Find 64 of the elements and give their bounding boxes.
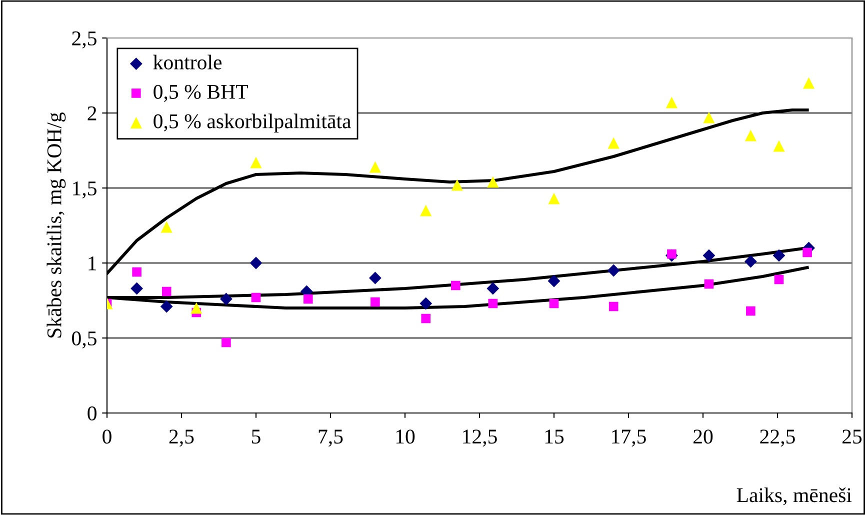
- point: [222, 338, 231, 348]
- point: [802, 248, 812, 258]
- point: [802, 77, 815, 89]
- point: [132, 267, 142, 277]
- y-tick-label: 0,5: [72, 331, 96, 348]
- point: [548, 274, 560, 288]
- point: [420, 204, 432, 216]
- x-tick-label: 0: [102, 430, 112, 444]
- point: [667, 249, 676, 259]
- x-tick-label: 15: [545, 430, 564, 444]
- y-tick-label: 2,5: [72, 31, 96, 48]
- point: [548, 192, 560, 204]
- point: [250, 256, 262, 270]
- point: [702, 249, 716, 262]
- point: [772, 249, 786, 262]
- point: [704, 279, 714, 289]
- x-tick-label: 7,5: [318, 430, 343, 447]
- x-tick-label: 22,5: [760, 430, 795, 447]
- point: [420, 297, 432, 310]
- point: [746, 306, 756, 316]
- point: [368, 272, 382, 284]
- point: [487, 176, 499, 188]
- point: [744, 255, 757, 268]
- y-tick-label: 2: [88, 106, 96, 120]
- x-tick-label: 12,5: [463, 430, 497, 447]
- point: [666, 96, 678, 108]
- point: [774, 274, 784, 284]
- point: [421, 314, 431, 324]
- x-tick-label: 25: [842, 430, 862, 444]
- y-axis-title: Skābes skaitlis, mg KOH/g: [46, 112, 66, 338]
- legend-label: kontrole: [153, 54, 222, 70]
- point: [370, 297, 380, 307]
- x-axis-title: Laiks, mēneši: [736, 488, 852, 506]
- point: [250, 156, 262, 168]
- x-tick-label: 2,5: [169, 430, 194, 447]
- point: [190, 302, 202, 314]
- point: [608, 302, 618, 312]
- point: [486, 282, 500, 295]
- legend-label: 0,5 % BHT: [154, 84, 248, 102]
- point: [703, 112, 715, 124]
- y-tick-label: 0: [88, 406, 96, 420]
- point: [162, 286, 172, 296]
- point: [130, 282, 144, 295]
- y-tick-label: 1,5: [73, 181, 96, 198]
- legend-label: 0,5 % askorbilpalmitāta: [154, 114, 351, 133]
- point: [303, 294, 313, 304]
- point: [369, 161, 382, 173]
- point: [451, 179, 463, 191]
- point: [608, 137, 620, 149]
- point: [773, 140, 785, 152]
- point: [744, 130, 756, 142]
- x-tick-label: 5: [252, 430, 260, 444]
- point: [220, 292, 232, 306]
- point: [549, 298, 559, 308]
- point: [160, 221, 172, 233]
- point: [160, 300, 173, 313]
- point: [488, 298, 498, 308]
- x-tick-label: 20: [694, 430, 713, 444]
- point: [451, 280, 460, 290]
- x-tick-label: 10: [396, 430, 415, 444]
- x-tick-label: 17,5: [612, 430, 646, 447]
- point: [607, 264, 620, 277]
- point: [251, 292, 261, 302]
- y-tick-label: 1: [88, 256, 96, 270]
